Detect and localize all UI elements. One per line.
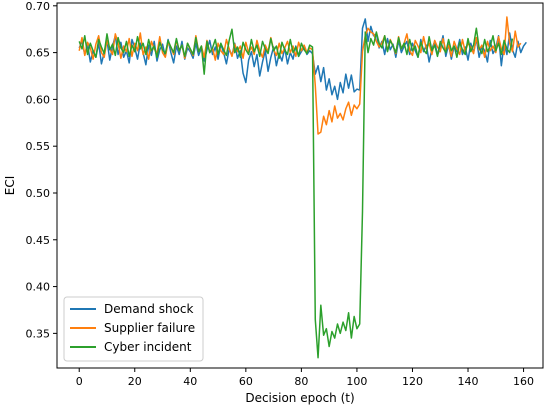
x-tick-label: 0 <box>76 375 83 388</box>
y-tick-label: 0.35 <box>26 327 51 340</box>
x-tick-label: 40 <box>183 375 197 388</box>
y-tick-label: 0.60 <box>26 93 51 106</box>
x-tick-label: 140 <box>458 375 479 388</box>
y-tick-label: 0.45 <box>26 234 51 247</box>
y-tick-label: 0.70 <box>26 0 51 13</box>
series-line-supplier-failure <box>78 16 522 135</box>
x-axis: 0 20 40 60 80 100 120 140 160 <box>76 368 534 388</box>
y-tick-label: 0.55 <box>26 140 51 153</box>
legend-label: Supplier failure <box>104 321 195 335</box>
x-tick-label: 120 <box>402 375 423 388</box>
x-tick-label: 80 <box>294 375 308 388</box>
series-line-demand-shock <box>78 18 527 101</box>
y-axis-label: ECI <box>3 176 17 196</box>
legend-label: Cyber incident <box>104 340 192 354</box>
series-line-cyber-incident <box>78 27 514 359</box>
y-axis: 0.35 0.40 0.45 0.50 0.55 0.60 0.65 0.70 <box>26 0 57 340</box>
legend-label: Demand shock <box>104 302 194 316</box>
x-axis-label: Decision epoch (t) <box>245 391 354 405</box>
legend-box <box>63 296 204 362</box>
x-tick-label: 160 <box>513 375 534 388</box>
y-tick-label: 0.40 <box>26 281 51 294</box>
x-tick-label: 100 <box>346 375 367 388</box>
legend: Demand shock Supplier failure Cyber incide… <box>63 296 204 362</box>
y-tick-label: 0.65 <box>26 47 51 60</box>
plot-frame <box>56 2 544 369</box>
y-tick-label: 0.50 <box>26 187 51 200</box>
x-tick-label: 20 <box>128 375 142 388</box>
plot-lines <box>78 16 527 359</box>
x-tick-label: 60 <box>239 375 253 388</box>
